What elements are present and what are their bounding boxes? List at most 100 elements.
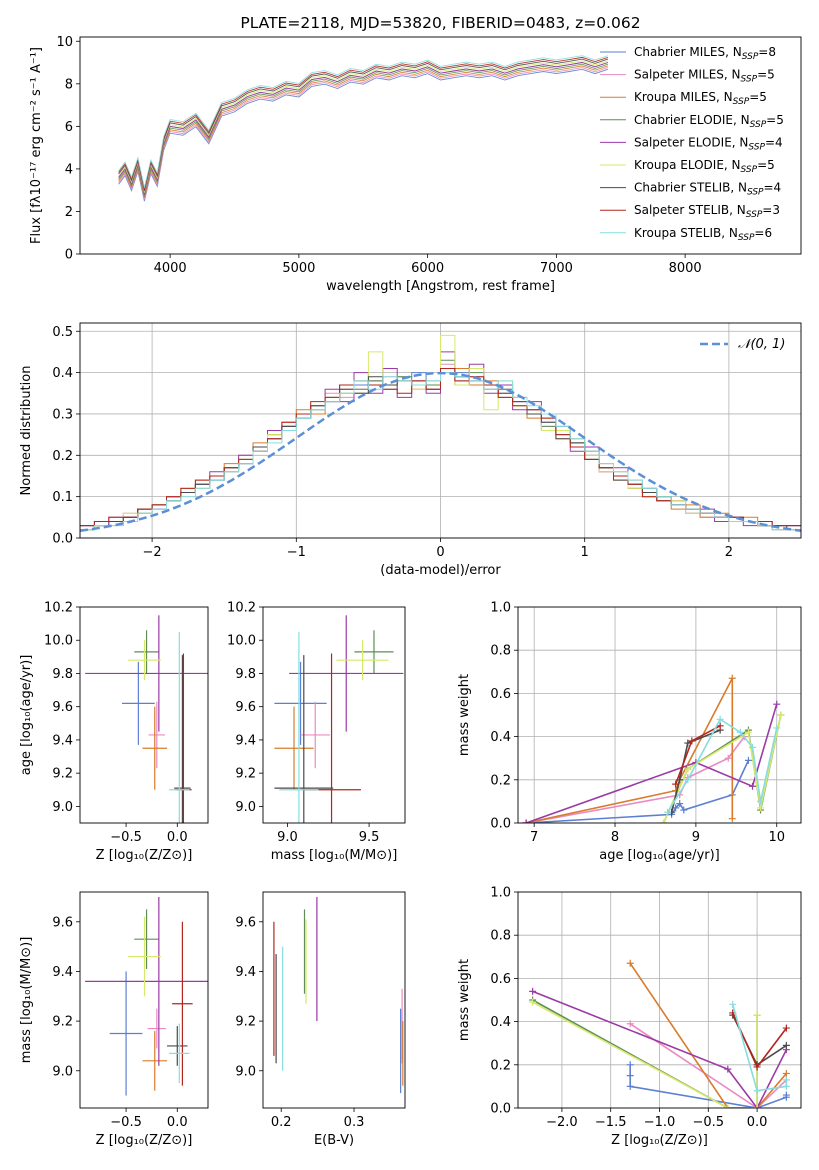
x-tick-label: −0.5	[110, 830, 142, 845]
errorbar-point	[128, 916, 161, 997]
y-tick-label: 0.0	[490, 817, 511, 832]
x-tick-label: 10	[768, 830, 785, 845]
axes-frame	[79, 606, 209, 824]
legend-label: Chabrier ELODIE, NSSP=5	[634, 113, 784, 130]
y-tick-label: 0.2	[490, 1058, 511, 1073]
panel-age-vs-mass: 9.0 9.5 9.0 9.2 9.4 9.6 9.8 10.0 10.2 mass [log₁₀…	[227, 601, 406, 863]
plot-area	[85, 896, 208, 1096]
weight-marker	[716, 722, 724, 730]
y-tick-label: 10.0	[44, 634, 73, 649]
legend-label: Chabrier MILES, NSSP=8	[634, 45, 776, 62]
errorbar-point	[167, 1026, 188, 1066]
axes-frame	[79, 891, 209, 1109]
y-tick-label: 0.1	[52, 490, 73, 505]
y-tick-label: 9.0	[235, 1064, 256, 1079]
y-tick-label: 9.6	[52, 915, 73, 930]
plot-area	[274, 615, 404, 823]
weight-marker	[782, 1091, 790, 1099]
x-tick-label: −1.0	[644, 1115, 676, 1130]
y-tick-label: 10.0	[227, 634, 256, 649]
x-axis-label: (data-model)/error	[380, 563, 501, 578]
weight-marker	[626, 1020, 634, 1028]
x-tick-label: −1.5	[595, 1115, 627, 1130]
x-axis-label: Z [log₁₀(Z/Z⊙)]	[611, 1133, 708, 1148]
y-tick-label: 0.2	[490, 773, 511, 788]
legend-label: Salpeter MILES, NSSP=5	[634, 68, 775, 85]
weight-marker	[777, 711, 785, 719]
y-tick-label: 9.8	[52, 667, 73, 682]
y-tick-label: 9.2	[52, 767, 73, 782]
x-tick-label: 8	[611, 830, 619, 845]
y-tick-label: 6	[65, 120, 73, 135]
x-tick-label: 0.0	[167, 1115, 188, 1130]
legend-label: Salpeter ELODIE, NSSP=4	[634, 135, 783, 152]
weight-marker	[753, 1011, 761, 1019]
model-line	[118, 67, 609, 200]
panel-age-vs-Z: −0.5 0.0 9.0 9.2 9.4 9.6 9.8 10.0 10.2 Z [log₁₀(Z…	[19, 601, 209, 863]
x-tick-label: 0.0	[167, 830, 188, 845]
y-tick-label: 0.6	[490, 687, 511, 702]
weight-marker	[773, 700, 781, 708]
model-line	[118, 65, 609, 198]
y-tick-label: 1.0	[490, 886, 511, 901]
y-tick-label: 0.2	[52, 449, 73, 464]
x-tick-label: 0.0	[747, 1115, 768, 1130]
x-tick-label: −0.5	[110, 1115, 142, 1130]
weight-line	[525, 703, 778, 823]
legend-label: Kroupa MILES, NSSP=5	[634, 90, 767, 107]
plot-area	[85, 615, 208, 823]
errorbar-point	[354, 630, 394, 674]
x-tick-label: 4000	[154, 261, 187, 276]
weight-marker	[773, 724, 781, 732]
weight-marker	[744, 756, 752, 764]
x-tick-label: 0.3	[344, 1115, 365, 1130]
weight-marker	[672, 780, 680, 788]
weight-marker	[626, 959, 634, 967]
x-axis-label: E(B-V)	[314, 1133, 354, 1148]
legend-label: Kroupa STELIB, NSSP=6	[634, 226, 772, 243]
weight-marker	[782, 1041, 790, 1049]
panel-mass-weight-vs-Z: −2.0 −1.5 −1.0 −0.5 0.0 0.0 0.2 0.4 0.6 0.8 1.0 Z […	[457, 886, 802, 1148]
errorbar-point	[169, 1023, 190, 1084]
errorbar-point	[169, 631, 190, 823]
y-tick-label: 0.5	[52, 325, 73, 340]
x-tick-label: 5000	[282, 261, 315, 276]
weight-marker	[626, 1082, 634, 1090]
y-tick-label: 0.8	[490, 929, 511, 944]
gaussian-curve	[80, 371, 801, 533]
y-tick-label: 10.2	[227, 601, 256, 616]
errorbar-point	[274, 655, 334, 823]
weight-marker	[724, 1104, 732, 1108]
weight-marker	[684, 765, 692, 773]
errorbar-point	[279, 631, 319, 823]
y-tick-label: 0.6	[490, 972, 511, 987]
errorbar-point	[134, 630, 159, 674]
axes-frame	[517, 606, 802, 824]
weight-marker	[728, 815, 736, 823]
histogram-step	[80, 368, 801, 538]
x-axis-label: age [log₁₀(age/yr)]	[599, 848, 720, 863]
weight-line	[525, 677, 734, 823]
errorbar-point	[121, 661, 155, 745]
axes-frame	[262, 891, 406, 1109]
x-tick-label: −1	[287, 545, 306, 560]
weight-line	[629, 1023, 787, 1108]
weight-marker	[529, 987, 537, 995]
plot-area	[273, 896, 404, 1094]
y-axis-label: mass [log₁₀(M/M⊙)]	[19, 937, 34, 1064]
weight-line	[532, 999, 758, 1108]
x-tick-label: 9.0	[277, 830, 298, 845]
errorbar-point	[274, 661, 327, 745]
y-tick-label: 9.6	[52, 700, 73, 715]
weight-marker	[626, 1072, 634, 1080]
x-axis-label: Z [log₁₀(Z/Z⊙)]	[96, 1133, 193, 1148]
y-tick-label: 9.0	[235, 800, 256, 815]
x-tick-label: 7	[530, 830, 538, 845]
errorbar-point	[147, 1008, 167, 1049]
x-axis-label: mass [log₁₀(M/M⊙)]	[271, 848, 398, 863]
errorbar-point	[274, 706, 314, 790]
y-tick-label: 0.4	[52, 366, 73, 381]
weight-marker	[529, 998, 537, 1006]
legend-label: 𝒩(0, 1)	[738, 337, 785, 352]
y-tick-label: 9.6	[235, 700, 256, 715]
